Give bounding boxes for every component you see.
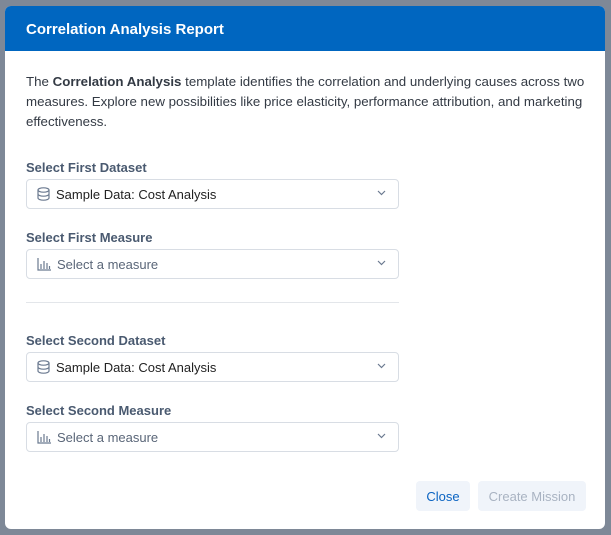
chevron-down-icon: [377, 260, 386, 266]
second-measure-placeholder: Select a measure: [57, 429, 159, 445]
divider: [26, 302, 399, 303]
second-dataset-value: Sample Data: Cost Analysis: [56, 359, 217, 375]
correlation-dialog: Correlation Analysis Report The Correlat…: [5, 6, 605, 529]
first-measure-label: Select First Measure: [26, 230, 153, 245]
chevron-down-icon: [377, 363, 386, 369]
second-dataset-label: Select Second Dataset: [26, 333, 166, 348]
desc-prefix: The: [26, 74, 53, 89]
desc-suffix: template identifies the correlation and …: [26, 74, 585, 129]
chevron-down-icon: [377, 190, 386, 196]
database-icon: [37, 360, 50, 374]
database-icon: [37, 187, 50, 201]
first-measure-select[interactable]: Select a measure: [26, 249, 399, 279]
first-dataset-label: Select First Dataset: [26, 160, 147, 175]
second-measure-label: Select Second Measure: [26, 403, 172, 418]
first-measure-placeholder: Select a measure: [57, 256, 159, 272]
dialog-title: Correlation Analysis Report: [5, 6, 605, 51]
dialog-description: The Correlation Analysis template identi…: [26, 72, 586, 132]
desc-bold: Correlation Analysis: [52, 74, 182, 89]
bar-chart-icon: [37, 430, 51, 444]
first-dataset-select[interactable]: Sample Data: Cost Analysis: [26, 179, 399, 209]
second-measure-select[interactable]: Select a measure: [26, 422, 399, 452]
bar-chart-icon: [37, 257, 51, 271]
first-dataset-value: Sample Data: Cost Analysis: [56, 186, 217, 202]
close-button[interactable]: Close: [416, 481, 470, 511]
second-dataset-select[interactable]: Sample Data: Cost Analysis: [26, 352, 399, 382]
create-mission-button[interactable]: Create Mission: [478, 481, 586, 511]
chevron-down-icon: [377, 433, 386, 439]
